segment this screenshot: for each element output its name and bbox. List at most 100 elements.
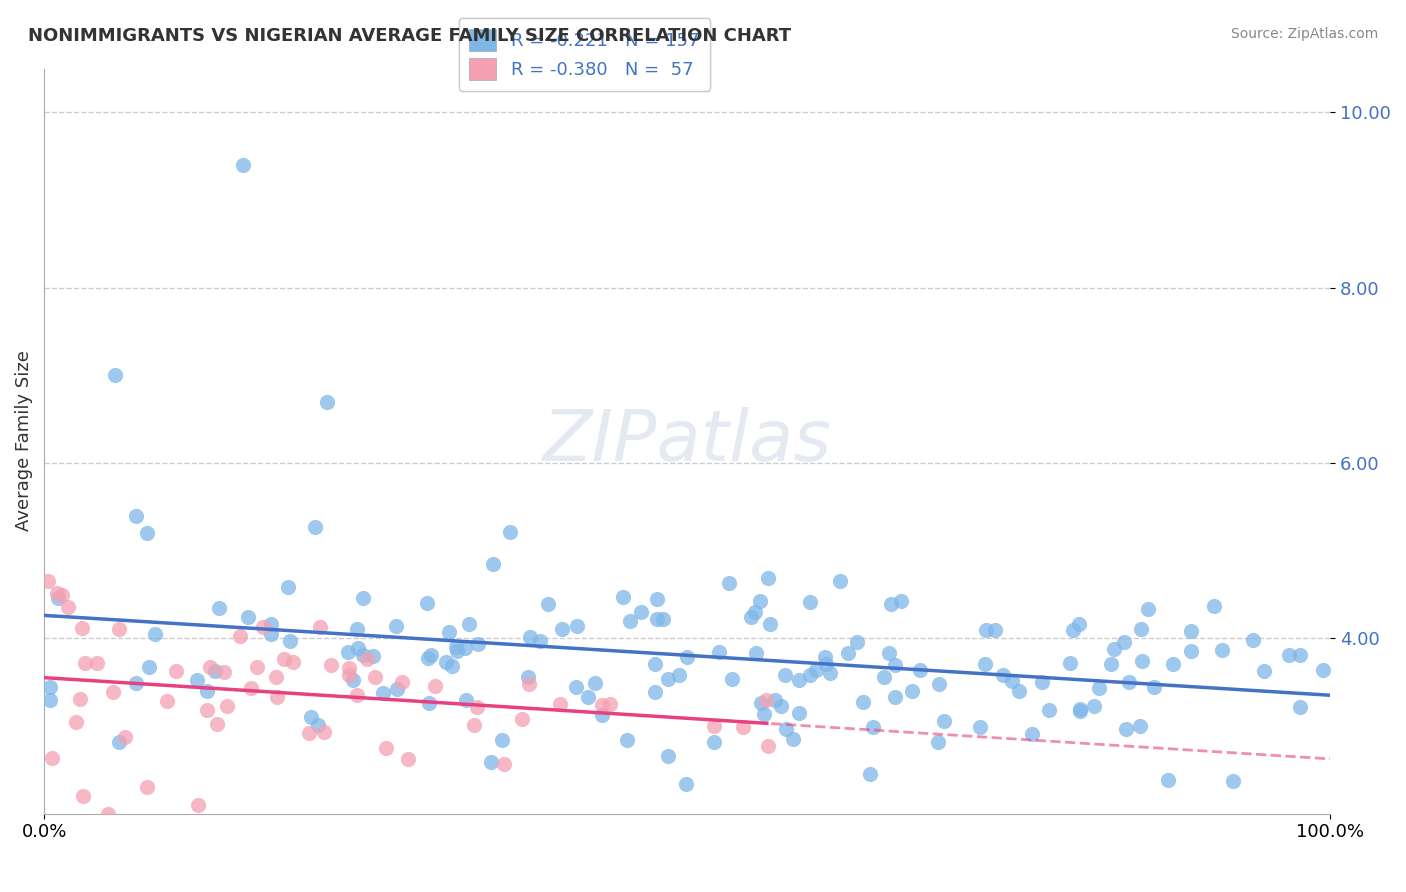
Point (416, 651, 439, 665)
Point (195, 703, 218, 717)
Point (529, 633, 551, 648)
Point (352, 648, 374, 663)
Point (763, 693, 786, 707)
Point (217, 698, 239, 713)
Point (910, 663, 932, 677)
Point (479, 755, 502, 769)
Point (748, 594, 770, 608)
Point (517, 677, 540, 691)
Point (752, 706, 775, 721)
Point (740, 609, 762, 624)
Point (647, 592, 669, 607)
Point (259, 617, 281, 632)
Point (837, 646, 859, 660)
Point (1163, 657, 1185, 672)
Point (548, 697, 571, 711)
Point (65, 714, 87, 729)
Point (205, 716, 228, 731)
Point (339, 661, 361, 675)
Point (657, 749, 679, 764)
Point (299, 710, 322, 724)
Point (1001, 673, 1024, 688)
Point (599, 697, 621, 711)
Point (814, 649, 837, 664)
Point (304, 520, 326, 534)
Point (668, 668, 690, 682)
Point (703, 735, 725, 749)
Point (38, 693, 60, 707)
Point (1021, 727, 1043, 741)
Point (1083, 698, 1105, 713)
Point (420, 648, 443, 662)
Point (204, 664, 226, 678)
Point (884, 690, 907, 704)
Point (1211, 643, 1233, 657)
Point (927, 735, 949, 749)
Text: NONIMMIGRANTS VS NIGERIAN AVERAGE FAMILY SIZE CORRELATION CHART: NONIMMIGRANTS VS NIGERIAN AVERAGE FAMILY… (28, 27, 792, 45)
Point (446, 644, 468, 658)
Point (644, 657, 666, 672)
Point (1088, 681, 1111, 695)
Point (1143, 680, 1166, 694)
Point (252, 620, 274, 634)
Point (246, 660, 269, 674)
Point (138, 660, 160, 674)
Text: Source: ZipAtlas.com: Source: ZipAtlas.com (1230, 27, 1378, 41)
Point (418, 697, 440, 711)
Point (423, 679, 446, 693)
Point (519, 630, 541, 644)
Point (165, 664, 187, 678)
Point (337, 645, 360, 659)
Point (1136, 602, 1159, 616)
Point (775, 722, 797, 736)
Point (619, 614, 641, 628)
Point (1289, 648, 1312, 662)
Point (186, 673, 208, 688)
Point (744, 605, 766, 619)
Point (879, 646, 901, 660)
Point (1031, 675, 1053, 690)
Point (239, 681, 262, 696)
Point (773, 668, 796, 682)
Point (1288, 700, 1310, 714)
Y-axis label: Average Family Size: Average Family Size (15, 351, 32, 532)
Point (787, 673, 810, 687)
Point (385, 619, 408, 633)
Point (1118, 674, 1140, 689)
Point (1099, 657, 1122, 671)
Text: ZIPatlas: ZIPatlas (543, 407, 832, 475)
Point (1067, 616, 1090, 631)
Point (307, 718, 329, 732)
Point (277, 580, 299, 594)
Point (346, 622, 368, 636)
Point (212, 665, 235, 679)
Point (880, 597, 903, 611)
Point (652, 612, 675, 626)
Point (787, 706, 810, 720)
Point (356, 652, 378, 666)
Point (814, 657, 837, 671)
Point (385, 682, 408, 697)
Point (38, 681, 60, 695)
Point (260, 626, 283, 640)
Point (1008, 684, 1031, 698)
Point (820, 666, 842, 681)
Point (108, 735, 131, 749)
Point (197, 683, 219, 698)
Point (675, 777, 697, 791)
Point (101, 685, 124, 699)
Point (517, 670, 540, 684)
Point (676, 649, 699, 664)
Point (859, 767, 882, 781)
Point (782, 732, 804, 747)
Point (104, 368, 127, 383)
Point (707, 645, 730, 659)
Point (900, 683, 922, 698)
Point (974, 623, 997, 637)
Point (749, 696, 772, 710)
Point (1130, 654, 1153, 668)
Point (644, 685, 666, 699)
Point (454, 640, 477, 655)
Point (1180, 624, 1202, 638)
Point (298, 726, 321, 740)
